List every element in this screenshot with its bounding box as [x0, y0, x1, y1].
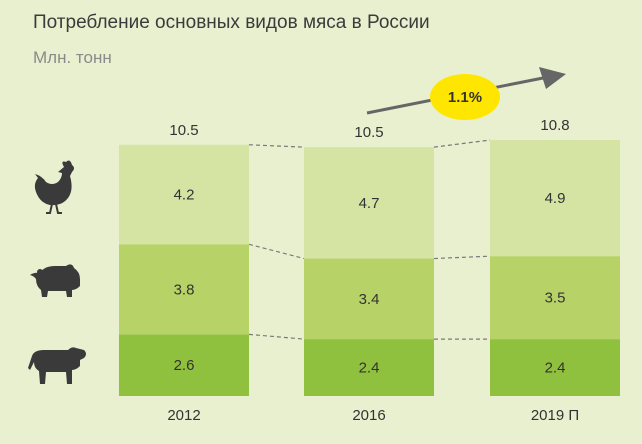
- category-label-0: 2012: [167, 407, 200, 424]
- bar-poultry-1: [304, 147, 434, 259]
- connector-line-0-1: [248, 243, 305, 260]
- total-label-1: 10.5: [354, 124, 383, 141]
- bar-pork-0: [119, 244, 249, 335]
- growth-badge-ellipse: [430, 74, 500, 120]
- bars: [119, 140, 620, 396]
- bar-label-poultry-2: 4.9: [545, 190, 566, 207]
- connector-line-0-0: [248, 333, 305, 340]
- bar-label-pork-1: 3.4: [359, 291, 380, 308]
- labels: 2.6 3.8 4.2 10.5 2012 2.4 3.4 4.7 10.5 2016 2.4 3.5…: [167, 117, 579, 424]
- growth-badge-text: 1.1%: [448, 89, 482, 106]
- total-label-0: 10.5: [169, 122, 198, 139]
- bar-label-beef-0: 2.6: [174, 357, 195, 374]
- bar-label-pork-0: 3.8: [174, 281, 195, 298]
- bar-pork-2: [490, 256, 620, 340]
- bar-label-beef-1: 2.4: [359, 360, 380, 377]
- connector-line-1-2: [433, 139, 491, 148]
- connector-line-0-2: [248, 144, 305, 148]
- bar-poultry-2: [490, 140, 620, 257]
- category-label-2: 2019 П: [531, 407, 579, 424]
- connector-lines: [248, 139, 491, 340]
- chart-units: Млн. тонн: [33, 48, 112, 67]
- category-label-1: 2016: [352, 407, 385, 424]
- chicken-icon: [34, 160, 74, 214]
- connector-line-1-1: [433, 255, 491, 260]
- bar-poultry-0: [119, 144, 249, 245]
- bar-label-pork-2: 3.5: [545, 290, 566, 307]
- bar-label-beef-2: 2.4: [545, 360, 566, 377]
- growth-arrow-head: [539, 67, 566, 89]
- growth-badge: 1.1%: [430, 74, 500, 120]
- bar-label-poultry-0: 4.2: [174, 187, 195, 204]
- total-label-2: 10.8: [540, 117, 569, 134]
- pig-icon: [30, 264, 80, 297]
- chart-title: Потребление основных видов мяса в России: [33, 12, 430, 33]
- cow-icon: [28, 347, 86, 384]
- bar-beef-2: [490, 339, 620, 396]
- bar-label-poultry-1: 4.7: [359, 195, 380, 212]
- bar-beef-1: [304, 339, 434, 396]
- bar-beef-0: [119, 334, 249, 396]
- bar-pork-1: [304, 258, 434, 340]
